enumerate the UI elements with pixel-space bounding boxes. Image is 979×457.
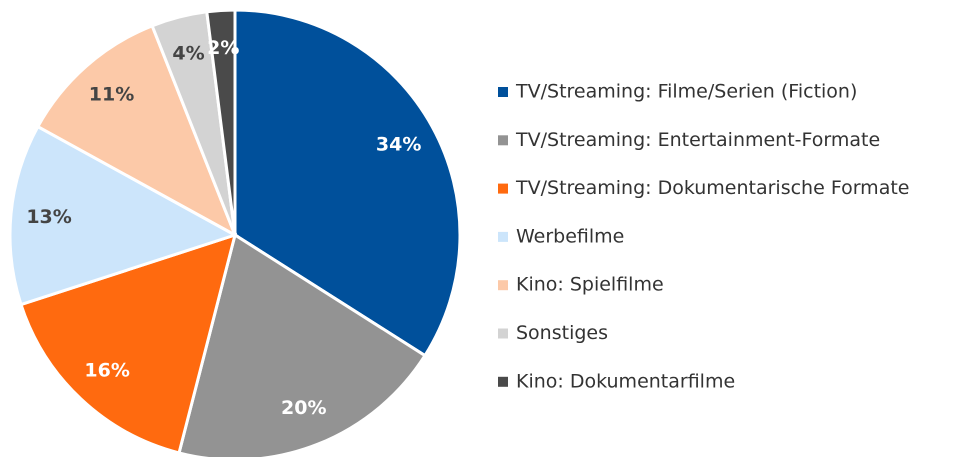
legend-label: TV/Streaming: Entertainment-Formate	[515, 129, 880, 151]
legend-marker	[498, 328, 508, 339]
legend-label: TV/Streaming: Filme/Serien (Fiction)	[515, 81, 857, 103]
legend-marker	[498, 231, 508, 242]
slice-label: 13%	[26, 206, 71, 228]
slice-label: 11%	[89, 83, 134, 105]
slice-label: 4%	[172, 43, 204, 65]
pie-slice	[8, 124, 239, 307]
legend-label: Werbefilme	[516, 225, 624, 247]
pie-slice	[177, 232, 428, 457]
legend-label: Kino: Spielfilme	[516, 274, 664, 296]
legend-label: Sonstiges	[516, 322, 608, 344]
slice-label: 16%	[84, 360, 129, 382]
slice-label: 34%	[376, 134, 421, 156]
legend-marker	[498, 135, 508, 146]
legend-marker	[498, 183, 508, 194]
slice-label: 2%	[207, 37, 239, 59]
legend-label: Kino: Dokumentarfilme	[516, 370, 735, 392]
slice-label: 20%	[281, 397, 326, 419]
legend-marker	[498, 376, 508, 387]
pie-slice	[19, 232, 238, 455]
legend-marker	[498, 280, 508, 291]
legend-marker	[498, 87, 508, 97]
pie-slice	[35, 23, 238, 239]
pie-slice	[205, 8, 237, 236]
legend-label: TV/Streaming: Dokumentarische Formate	[515, 177, 909, 199]
